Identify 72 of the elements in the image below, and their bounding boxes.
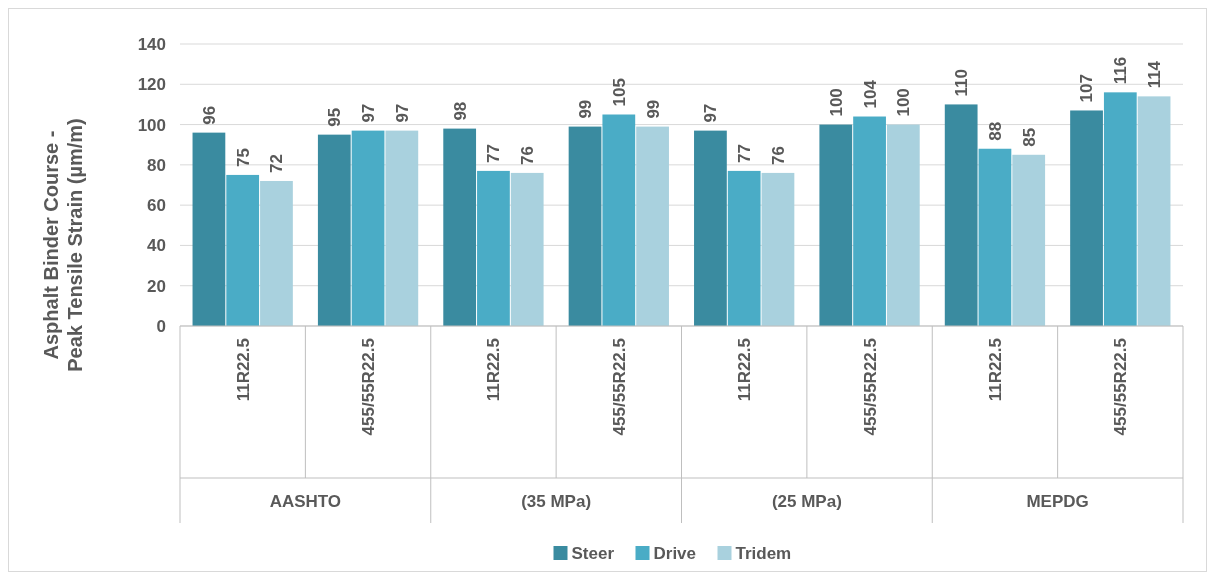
- data-label: 88: [985, 121, 1005, 141]
- legend-label: Steer: [571, 543, 615, 563]
- data-label: 96: [199, 105, 219, 125]
- bar: [853, 116, 886, 326]
- data-label: 100: [826, 88, 846, 117]
- data-label: 110: [952, 68, 972, 97]
- x-tick-label: 455/55R22.5: [1111, 338, 1131, 436]
- bar: [351, 130, 385, 326]
- bar: [1012, 154, 1046, 326]
- data-label: 99: [643, 99, 663, 119]
- data-label: 104: [860, 79, 880, 109]
- text: AASHTO: [269, 492, 342, 511]
- bar: [226, 174, 260, 326]
- bar: [978, 148, 1012, 326]
- data-label: 75: [233, 148, 253, 167]
- text: (25 MPa): [771, 492, 842, 511]
- y-tick-label: 0: [156, 316, 166, 336]
- bar: [477, 170, 510, 326]
- y-tick-label: 100: [137, 115, 166, 135]
- data-label: 85: [1019, 127, 1039, 147]
- bar: [260, 180, 293, 326]
- bar: [317, 134, 351, 326]
- x-tick-label: 455/55R22.5: [860, 338, 880, 436]
- x-tick-label: 11R22.5: [985, 338, 1005, 402]
- legend-label: Drive: [653, 543, 697, 563]
- text: MEPDG: [1026, 492, 1089, 511]
- bar: [761, 172, 795, 326]
- data-label: 97: [359, 103, 379, 123]
- bar: [568, 126, 602, 326]
- legend-label: Tridem: [735, 543, 792, 563]
- y-axis-title: Asphalt Binder Course - Peak Tensile Strain (µm/m): [40, 118, 86, 372]
- data-label: 77: [735, 143, 755, 163]
- bar: [944, 104, 978, 326]
- bar: [1103, 92, 1137, 326]
- bar: [886, 124, 920, 326]
- data-label: 100: [894, 88, 914, 117]
- bar: [727, 170, 761, 326]
- data-label: 76: [518, 145, 538, 165]
- data-label: 97: [392, 103, 412, 123]
- bar: [819, 124, 853, 326]
- y-tick-label: 60: [147, 196, 166, 216]
- data-label: 105: [609, 78, 629, 107]
- data-label: 116: [1111, 56, 1131, 85]
- bar: [1070, 110, 1103, 326]
- y-tick-label: 120: [137, 75, 166, 95]
- y-tick-label: 80: [147, 155, 166, 175]
- text: (35 MPa): [521, 492, 592, 511]
- data-label: 97: [701, 103, 721, 123]
- bar: [385, 130, 419, 326]
- y-tick-label: 40: [147, 236, 166, 256]
- bar: [1137, 96, 1171, 326]
- bar: [602, 114, 636, 326]
- x-tick-label: 11R22.5: [233, 338, 253, 402]
- data-label: 99: [575, 99, 595, 119]
- bar: [443, 128, 477, 326]
- x-tick-label: 11R22.5: [484, 338, 504, 402]
- data-label: 107: [1077, 74, 1097, 103]
- data-label: 98: [450, 101, 470, 121]
- y-tick-label: 140: [137, 34, 166, 54]
- bar: [192, 132, 226, 326]
- x-tick-label: 455/55R22.5: [359, 338, 379, 436]
- bar: [636, 126, 669, 326]
- data-label: 76: [768, 145, 788, 165]
- y-tick-label: 20: [147, 276, 166, 296]
- bar: [510, 172, 544, 326]
- data-label: 72: [267, 154, 287, 173]
- data-label: 114: [1145, 60, 1165, 89]
- data-label: 95: [325, 107, 345, 127]
- x-tick-label: 455/55R22.5: [609, 338, 629, 436]
- bar: [694, 130, 727, 326]
- x-tick-label: 11R22.5: [735, 338, 755, 402]
- data-label: 77: [484, 143, 504, 163]
